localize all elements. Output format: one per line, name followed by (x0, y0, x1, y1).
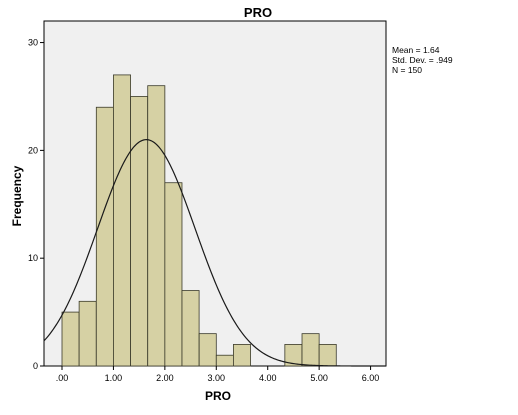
chart-title: PRO (244, 5, 272, 20)
y-axis-title: Frequency (10, 165, 24, 226)
x-axis-title: PRO (205, 389, 231, 403)
x-axis: .00 1.00 2.00 3.00 4.00 5.00 6.00 (56, 366, 380, 383)
histogram-bar-8 (198, 333, 217, 367)
histogram-bar-4 (130, 96, 149, 367)
stats-mean: Mean = 1.64 (392, 45, 440, 55)
x-tick-label: 6.00 (362, 373, 380, 383)
stats-std-dev: Std. Dev. = .949 (392, 55, 453, 65)
histogram-bar-2 (95, 106, 114, 367)
histogram-bar-7 (181, 290, 200, 367)
x-tick-label: 1.00 (105, 373, 123, 383)
histogram-bar-9 (215, 354, 234, 367)
y-tick-label: 0 (33, 361, 38, 371)
histogram-bar-6 (164, 182, 183, 367)
x-tick-label: 4.00 (259, 373, 277, 383)
histogram-bar-10 (233, 344, 251, 367)
stats-box: Mean = 1.64 Std. Dev. = .949 N = 150 (392, 45, 453, 75)
y-tick-label: 10 (28, 253, 38, 263)
x-tick-label: .00 (56, 373, 69, 383)
histogram-bar-0 (61, 311, 80, 367)
x-tick-label: 3.00 (208, 373, 226, 383)
stats-n: N = 150 (392, 65, 422, 75)
histogram-bar-12 (301, 333, 320, 367)
histogram-bar-1 (78, 300, 97, 367)
histogram-bars (61, 74, 337, 367)
y-tick-label: 20 (28, 145, 38, 155)
x-tick-label: 5.00 (310, 373, 328, 383)
histogram-bar-5 (147, 85, 166, 367)
x-tick-label: 2.00 (156, 373, 174, 383)
y-tick-label: 30 (28, 38, 38, 48)
normal-curve (43, 139, 386, 367)
histogram-bar-3 (113, 74, 131, 367)
histogram-bar-13 (318, 344, 337, 367)
y-axis: 0 10 20 30 (28, 38, 44, 371)
